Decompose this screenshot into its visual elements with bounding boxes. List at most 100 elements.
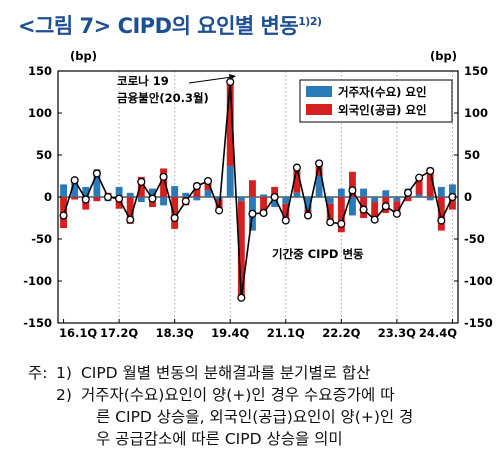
cipd-point bbox=[126, 215, 135, 224]
y-tick-label-left: -100 bbox=[23, 274, 52, 288]
axis-labels: 150 150 100 100 50 50 0 0 -50 -50 -100 -100 -150 -150… bbox=[23, 49, 493, 340]
cipd-point bbox=[192, 182, 201, 191]
cipd-point bbox=[159, 172, 168, 181]
footnote-2-cont-1: 른 CIPD 상승을, 외국인(공급)요인이 양(+)인 경 bbox=[28, 406, 413, 428]
supply-bar bbox=[437, 197, 445, 231]
cipd-point bbox=[370, 215, 379, 224]
gridlines bbox=[58, 71, 458, 323]
y-tick-label-right: 100 bbox=[464, 106, 488, 120]
demand-bar bbox=[60, 184, 67, 197]
demand-bar bbox=[126, 192, 134, 197]
legend-swatch-supply bbox=[306, 104, 332, 115]
supply-bar bbox=[71, 197, 79, 200]
demand-bar bbox=[271, 197, 279, 208]
footnote-2-number: 2) bbox=[56, 386, 72, 404]
supply-bar bbox=[315, 163, 323, 176]
cipd-point bbox=[326, 218, 335, 227]
cipd-point bbox=[292, 163, 301, 172]
y-tick-label-right: -100 bbox=[464, 274, 493, 288]
covid-annotation-arrow bbox=[188, 76, 233, 84]
covid-annotation-line-1: 코로나 19 bbox=[117, 74, 169, 88]
covid-annotation-arrowhead bbox=[229, 74, 236, 80]
y-tick-label-left: 50 bbox=[36, 148, 52, 162]
demand-bar bbox=[93, 169, 101, 197]
cipd-point bbox=[215, 206, 224, 215]
supply-bar bbox=[415, 177, 423, 195]
cipd-point bbox=[103, 192, 113, 202]
supply-bar bbox=[271, 186, 279, 197]
demand-bar bbox=[360, 188, 367, 197]
supply-bar bbox=[293, 167, 301, 193]
x-tick-label: 17.2Q bbox=[100, 326, 138, 340]
demand-bar bbox=[171, 186, 179, 197]
supply-bar bbox=[371, 202, 379, 220]
axes bbox=[57, 70, 459, 324]
footnote-2-text-line-1: 거주자(수요)요인이 양(+)인 경우 수요증가에 따 bbox=[80, 386, 395, 404]
y-tick-label-left: 100 bbox=[28, 106, 52, 120]
demand-bar bbox=[260, 194, 267, 197]
x-tick-label: 24.4Q bbox=[419, 326, 457, 340]
cipd-point bbox=[315, 159, 324, 168]
footnote-2: 2) 거주자(수요)요인이 양(+)인 경우 수요증가에 따 bbox=[28, 384, 413, 406]
cipd-point bbox=[348, 186, 357, 195]
x-tick-label: 16.1Q bbox=[59, 326, 97, 340]
supply-bar bbox=[115, 197, 123, 209]
demand-bar bbox=[315, 176, 323, 197]
supply-bar bbox=[260, 197, 267, 216]
footnote-2-cont-2: 우 공급감소에 따른 CIPD 상승을 의미 bbox=[28, 428, 413, 450]
covid-annotation-line-2: 금융불안(20.3월) bbox=[117, 91, 209, 105]
demand-bar bbox=[193, 197, 201, 201]
demand-bar bbox=[182, 192, 190, 197]
cipd-point bbox=[59, 211, 68, 220]
cipd-point bbox=[403, 188, 413, 197]
y-tick-label-right: -150 bbox=[464, 316, 493, 330]
cipd-point bbox=[170, 213, 179, 223]
cipd-annotation: 기간중 CIPD 변동 bbox=[272, 247, 364, 261]
x-tick-label: 18.3Q bbox=[156, 326, 194, 340]
demand-bar bbox=[82, 186, 90, 197]
demand-bar bbox=[137, 197, 145, 203]
y-unit-right: (bp) bbox=[430, 49, 457, 63]
demand-bar bbox=[160, 197, 167, 206]
supply-bar bbox=[126, 197, 134, 224]
cipd-point bbox=[281, 216, 290, 225]
annotations: 코로나 19 금융불안(20.3월) 기간중 CIPD 변동 bbox=[117, 74, 364, 261]
cipd-point bbox=[270, 192, 279, 202]
demand-bar bbox=[149, 188, 156, 197]
cipd-point bbox=[115, 194, 124, 203]
legend-swatch-demand bbox=[306, 86, 332, 97]
x-tick-label: 19.4Q bbox=[211, 326, 249, 340]
supply-bar bbox=[393, 201, 401, 214]
y-unit-left: (bp) bbox=[70, 49, 97, 63]
cipd-point bbox=[148, 194, 157, 203]
footnote-2-text-line-2: 른 CIPD 상승을, 외국인(공급)요인이 양(+)인 경 bbox=[96, 408, 414, 426]
demand-bar bbox=[204, 190, 212, 197]
chart-area: 150 150 100 100 50 50 0 0 -50 -50 -100 -100 -150 -150… bbox=[23, 49, 493, 340]
footnote-1: 주: 1) CIPD 월별 변동의 분해결과를 분기별로 합산 bbox=[28, 362, 413, 384]
supply-bar bbox=[171, 197, 179, 229]
cipd-point bbox=[70, 176, 79, 185]
supply-bar bbox=[326, 203, 334, 223]
demand-bar bbox=[382, 190, 390, 197]
demand-bar bbox=[237, 197, 245, 202]
cipd-point bbox=[81, 195, 90, 204]
cipd-point bbox=[415, 173, 424, 182]
demand-bar bbox=[426, 197, 434, 201]
demand-bar bbox=[115, 186, 123, 197]
demand-bar bbox=[393, 197, 401, 202]
demand-bar bbox=[304, 197, 312, 210]
cipd-point bbox=[359, 205, 368, 214]
y-tick-label-right: -50 bbox=[464, 232, 485, 246]
supply-bar bbox=[160, 168, 167, 197]
footnote-1-text: CIPD 월별 변동의 분해결과를 분기별로 합산 bbox=[80, 364, 371, 382]
demand-bar bbox=[349, 197, 356, 216]
footnote-prefix: 주: bbox=[28, 364, 48, 382]
cipd-point bbox=[381, 202, 390, 211]
supply-bar bbox=[449, 197, 456, 210]
demand-bar bbox=[326, 197, 334, 204]
y-tick-label-right: 50 bbox=[464, 148, 480, 162]
cipd-point bbox=[248, 209, 257, 218]
footnotes: 주: 1) CIPD 월별 변동의 분해결과를 분기별로 합산 2) 거주자(수요… bbox=[28, 362, 413, 450]
supply-bar bbox=[426, 167, 434, 197]
supply-bar bbox=[404, 197, 412, 202]
